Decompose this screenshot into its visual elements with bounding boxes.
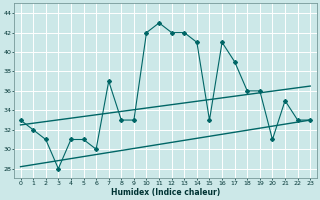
X-axis label: Humidex (Indice chaleur): Humidex (Indice chaleur) xyxy=(111,188,220,197)
